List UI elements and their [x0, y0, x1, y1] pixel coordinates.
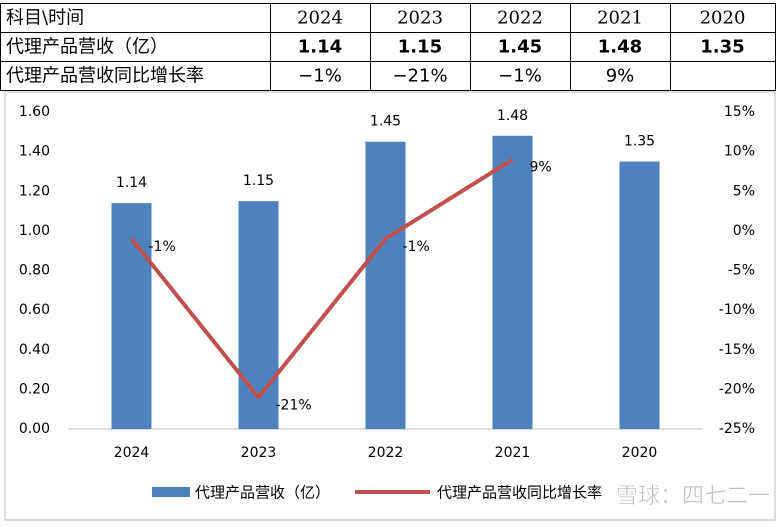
y-tick-label: 0.20 — [19, 381, 50, 397]
table-text: 2022 — [497, 8, 543, 29]
line-label: -21% — [276, 397, 312, 413]
x-tick-label: 2020 — [622, 445, 658, 461]
table-text: −1% — [298, 66, 342, 87]
table-text: 2023 — [397, 8, 443, 29]
bar — [111, 203, 152, 429]
bar-label: 1.14 — [116, 175, 147, 191]
legend-label: 代理产品营收（亿） — [195, 484, 330, 502]
y2-tick-label: 10% — [724, 144, 755, 160]
x-tick-label: 2021 — [495, 445, 531, 461]
line — [129, 157, 514, 400]
table-text: 1.45 — [498, 37, 542, 58]
bar — [238, 201, 279, 429]
y2-tick-label: 15% — [724, 104, 755, 120]
y-tick-label: 0.60 — [19, 302, 50, 318]
bar-label: 1.35 — [624, 134, 655, 150]
y2-tick-label: 0% — [733, 223, 755, 239]
x-tick-label: 2023 — [241, 445, 277, 461]
table-text: 1.48 — [598, 37, 642, 58]
table-text: 科目\时间 — [6, 8, 84, 29]
y-tick-label: 0.80 — [19, 263, 50, 279]
y-tick-label: 0.40 — [19, 342, 50, 358]
line-label: -1% — [149, 239, 176, 255]
bar-label: 1.48 — [497, 108, 528, 124]
table-text: 代理产品营收（亿） — [6, 37, 168, 58]
table-text: 2024 — [297, 8, 343, 29]
watermark: 雪球：四七二一 — [616, 484, 770, 509]
legend-swatch — [152, 487, 190, 497]
table-text: −1% — [498, 66, 542, 87]
x-tick-label: 2022 — [368, 445, 404, 461]
table-text: 代理产品营收同比增长率 — [6, 66, 204, 87]
table-text: 1.35 — [700, 37, 744, 58]
bar-label: 1.15 — [243, 173, 274, 189]
y2-tick-label: -15% — [719, 342, 755, 358]
y2-tick-label: -20% — [719, 381, 755, 397]
x-tick-label: 2024 — [114, 445, 150, 461]
table-text: 1.15 — [398, 37, 442, 58]
bar — [492, 135, 533, 429]
table-text: 2020 — [700, 8, 746, 29]
table-text: 2021 — [597, 8, 643, 29]
bar — [619, 161, 660, 429]
table-text: 9% — [606, 66, 635, 87]
table-cell — [670, 61, 776, 91]
y-tick-label: 1.40 — [19, 144, 50, 160]
line-label: -1% — [403, 239, 430, 255]
table-text: 1.14 — [298, 37, 342, 58]
y-tick-label: 1.20 — [19, 183, 50, 199]
legend-label: 代理产品营收同比增长率 — [437, 484, 602, 502]
y-tick-label: 1.60 — [19, 104, 50, 120]
y2-tick-label: -25% — [719, 421, 755, 437]
y2-tick-label: 5% — [733, 183, 755, 199]
table-text: −21% — [392, 66, 447, 87]
y2-tick-label: -10% — [719, 302, 755, 318]
bar — [365, 141, 406, 429]
bar-label: 1.45 — [370, 114, 401, 130]
y2-tick-label: -5% — [728, 263, 755, 279]
line-label: 9% — [530, 160, 552, 176]
y-tick-label: 0.00 — [19, 421, 50, 437]
y-tick-label: 1.00 — [19, 223, 50, 239]
